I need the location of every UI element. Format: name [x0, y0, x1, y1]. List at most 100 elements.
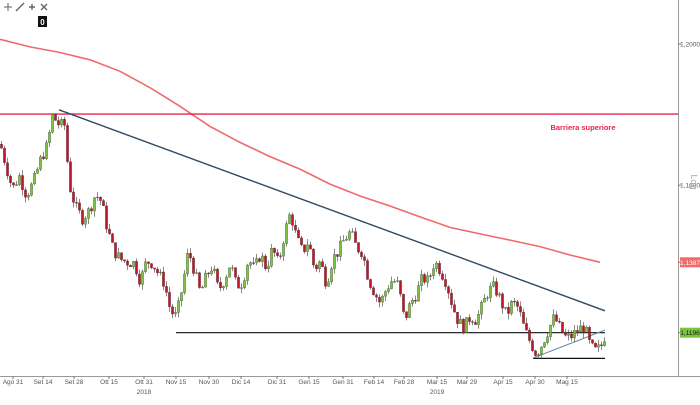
candle	[399, 279, 402, 297]
candle	[375, 293, 378, 302]
y-tick-label: 1,1600	[680, 183, 700, 190]
candle	[186, 248, 189, 277]
candle	[495, 277, 498, 297]
candle	[87, 207, 90, 224]
candle	[96, 192, 99, 201]
candle	[99, 196, 102, 206]
candle	[372, 285, 375, 296]
candle	[198, 271, 201, 289]
candle	[366, 258, 369, 280]
candle	[510, 300, 513, 316]
candle	[564, 328, 567, 337]
candle	[6, 157, 9, 180]
candle	[414, 295, 417, 304]
candle	[120, 252, 123, 262]
pencil-icon[interactable]	[15, 2, 25, 12]
x-tick-label: Nov 30	[199, 379, 220, 386]
x-tick-label: Gen 31	[332, 379, 354, 386]
candle	[180, 292, 183, 307]
candle	[579, 320, 582, 332]
candle	[24, 187, 27, 203]
candle	[411, 297, 414, 307]
candle	[555, 311, 558, 323]
y-tick-label: 1,2000	[680, 42, 700, 49]
candle	[465, 317, 468, 333]
x-tick-label: Dic 14	[232, 379, 251, 386]
log-scale-label: Log	[689, 174, 699, 189]
candle	[387, 285, 390, 295]
candle	[234, 267, 237, 280]
plus-icon[interactable]	[27, 2, 37, 12]
candle	[57, 116, 60, 129]
candle	[162, 266, 165, 291]
candle	[171, 303, 174, 319]
channel-line	[532, 329, 606, 359]
candle	[519, 301, 522, 317]
candle	[600, 341, 603, 350]
candle	[138, 269, 141, 288]
candle	[21, 170, 24, 196]
candle	[0, 140, 3, 149]
x-tick-label: Set 14	[34, 379, 53, 386]
candle	[537, 353, 540, 359]
candle	[264, 253, 267, 271]
candle	[516, 299, 519, 312]
x-tick-label: Feb 28	[394, 379, 415, 386]
candle	[90, 206, 93, 215]
candle	[33, 170, 36, 186]
candle	[471, 320, 474, 326]
candle	[432, 263, 435, 280]
candle	[345, 235, 348, 241]
candle	[309, 241, 312, 250]
candle	[429, 273, 432, 281]
candle	[249, 261, 252, 269]
candle	[291, 212, 294, 231]
candle	[441, 270, 444, 281]
candle	[207, 271, 210, 278]
candle	[438, 260, 441, 277]
candle	[498, 291, 501, 298]
moving-average-line	[0, 38, 601, 264]
candle	[567, 329, 570, 341]
drawing-count-label: 0	[40, 18, 45, 27]
candle	[393, 278, 396, 283]
candle	[459, 315, 462, 324]
candle	[426, 271, 429, 288]
crosshair-icon[interactable]	[3, 2, 13, 12]
candle	[549, 324, 552, 341]
candle	[360, 250, 363, 260]
y-tick-label-box	[680, 327, 700, 338]
x-tick-label: Apr 15	[493, 379, 513, 386]
candle	[285, 220, 288, 247]
resistance-annotation: Barriera superiore	[550, 123, 615, 132]
candle	[483, 294, 486, 303]
candle	[504, 307, 507, 311]
candle	[123, 259, 126, 264]
candle	[303, 244, 306, 254]
y-tick-label: 1,1196	[680, 330, 700, 337]
candle	[102, 199, 105, 207]
candle	[276, 249, 279, 258]
candle	[381, 294, 384, 307]
y-tick-label: 1,1387	[680, 260, 700, 267]
candle	[189, 248, 192, 263]
x-tick-label: Ott 15	[100, 379, 118, 386]
candle	[534, 349, 537, 357]
candle	[390, 276, 393, 290]
candle	[228, 267, 231, 278]
candle	[333, 248, 336, 274]
candle	[582, 322, 585, 339]
candle	[54, 113, 57, 121]
candle	[252, 257, 255, 266]
x-tick-label: Mar 15	[427, 379, 448, 386]
candle	[60, 117, 63, 128]
candle	[273, 247, 276, 257]
candle	[591, 339, 594, 345]
candle	[513, 297, 516, 307]
x-icon[interactable]	[39, 2, 49, 12]
candle	[321, 258, 324, 268]
candle	[552, 309, 555, 328]
candle	[315, 263, 318, 272]
candle	[261, 252, 264, 268]
